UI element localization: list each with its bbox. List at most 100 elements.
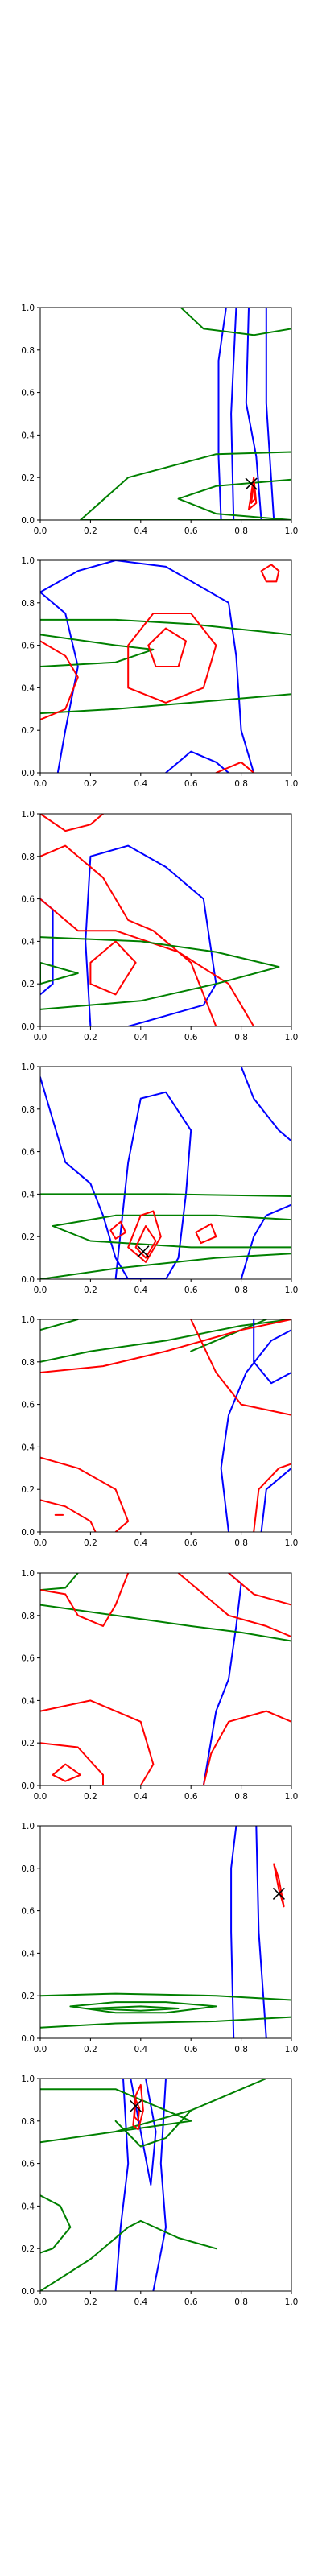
subplot-5: 0.0 0.2 0.4 0.6 0.8 1.0 0.0 0.2 0.4 0.6 0.8 1.0 — [21, 1315, 298, 1548]
blue-contour-line — [255, 1826, 267, 2038]
green-contour-line — [40, 2016, 291, 2029]
red-contour-line — [40, 814, 104, 832]
subplot-2: 0.0 0.2 0.4 0.6 0.8 1.0 0.0 0.2 0.4 0.6 0.8 1.0 — [21, 556, 298, 789]
y-tick-label: 0.8 — [21, 346, 35, 356]
blue-contour-line — [220, 1329, 291, 1532]
green-contour-line — [40, 2088, 192, 2132]
blue-contour-line — [165, 750, 229, 773]
y-tick-label: 0.6 — [21, 1401, 35, 1410]
blue-contour-line — [114, 1091, 192, 1279]
red-contour-line — [127, 613, 217, 704]
y-tick-label: 0.6 — [21, 1654, 35, 1664]
subplot-3: 0.0 0.2 0.4 0.6 0.8 1.0 0.0 0.2 0.4 0.6 0.8 1.0 — [21, 810, 298, 1042]
x-tick-label: 0.2 — [84, 2297, 97, 2307]
x-tick-label: 0.2 — [84, 1286, 97, 1295]
x-tick-label: 0.2 — [84, 526, 97, 536]
x-tick-label: 0.6 — [184, 2045, 198, 2054]
axes-frame — [39, 559, 292, 774]
x-tick-label: 0.0 — [34, 779, 47, 789]
x-tick-label: 0.2 — [84, 1033, 97, 1042]
green-contour-line — [40, 1253, 291, 1279]
red-contour-line — [190, 1319, 291, 1416]
y-tick-label: 0.0 — [21, 1781, 35, 1791]
y-tick-label: 1.0 — [21, 303, 35, 313]
x-tick-label: 0.0 — [34, 1286, 47, 1295]
y-tick-label: 0.8 — [21, 1358, 35, 1368]
contour-lines — [40, 1319, 291, 1532]
x-tick-label: 0.4 — [134, 1033, 147, 1042]
subplot-1: 0.0 0.2 0.4 0.6 0.8 1.0 0.0 0.2 0.4 0.6 0.8 1.0 — [21, 303, 298, 536]
contour-lines — [40, 1573, 291, 1785]
red-contour-line — [177, 1573, 291, 1638]
red-contour-line — [89, 940, 137, 996]
green-contour-line — [40, 618, 291, 636]
x-marker — [272, 1887, 285, 1901]
red-contour-line — [40, 844, 217, 1026]
x-tick-label: 0.4 — [134, 779, 147, 789]
blue-contour-line — [40, 591, 79, 773]
x-tick-label: 0.4 — [134, 2297, 147, 2307]
y-tick-label: 1.0 — [21, 1315, 35, 1325]
x-tick-label: 1.0 — [285, 1033, 299, 1042]
green-contour-line — [40, 1193, 291, 1197]
x-tick-label: 0.6 — [184, 1033, 198, 1042]
x-marker — [245, 477, 258, 490]
x-tick-label: 0.4 — [134, 1538, 147, 1548]
green-contour-line — [40, 1319, 79, 1331]
green-contour-line — [40, 1992, 291, 2001]
y-tick-label: 1.0 — [21, 1569, 35, 1579]
x-tick-label: 0.4 — [134, 526, 147, 536]
y-tick-label: 1.0 — [21, 1822, 35, 1831]
red-contour-line — [40, 1742, 104, 1785]
x-tick-label: 0.0 — [34, 2297, 47, 2307]
x-tick-label: 0.8 — [234, 526, 248, 536]
contour-lines — [40, 2079, 267, 2291]
red-contour-line — [109, 1220, 127, 1240]
x-marker — [137, 1245, 150, 1258]
red-contour-line — [253, 1463, 291, 1532]
y-tick-label: 0.2 — [21, 2244, 35, 2254]
red-contour-line — [195, 1223, 217, 1245]
x-tick-label: 0.6 — [184, 526, 198, 536]
green-contour-line — [69, 2001, 217, 2014]
blue-contour-line — [114, 2079, 130, 2291]
x-tick-label: 0.2 — [84, 779, 97, 789]
x-tick-label: 1.0 — [285, 1792, 299, 1802]
contour-lines — [40, 1067, 291, 1279]
y-tick-label: 1.0 — [21, 2074, 35, 2084]
y-tick-label: 0.2 — [21, 1485, 35, 1495]
x-tick-label: 1.0 — [285, 1538, 299, 1548]
axes-frame — [39, 813, 292, 1027]
y-tick-label: 0.4 — [21, 683, 35, 693]
axes-frame — [39, 1319, 292, 1533]
blue-contour-line — [130, 2079, 157, 2186]
y-tick-label: 1.0 — [21, 810, 35, 819]
y-tick-label: 0.0 — [21, 516, 35, 526]
x-tick-label: 0.4 — [134, 1286, 147, 1295]
red-contour-line — [215, 761, 255, 773]
red-contour-line — [40, 1573, 130, 1627]
red-contour-line — [40, 898, 255, 1026]
red-contour-line — [228, 1573, 291, 1606]
x-tick-label: 1.0 — [285, 2297, 299, 2307]
red-contour-line — [40, 1319, 291, 1373]
green-contour-line — [40, 634, 155, 667]
green-contour-line — [40, 1573, 79, 1591]
x-marker-stroke — [137, 1245, 150, 1258]
contour-lines — [79, 308, 291, 520]
y-tick-label: 0.4 — [21, 1190, 35, 1199]
blue-contour-line — [217, 308, 227, 520]
blue-contour-line — [240, 1067, 291, 1142]
x-marker-stroke — [245, 477, 258, 490]
y-tick-label: 0.4 — [21, 2202, 35, 2211]
blue-contour-line — [85, 844, 217, 1026]
x-tick-label: 0.2 — [84, 1538, 97, 1548]
x-tick-label: 0.8 — [234, 1792, 248, 1802]
x-marker-stroke — [129, 2099, 142, 2112]
x-tick-label: 0.6 — [184, 1538, 198, 1548]
y-tick-label: 1.0 — [21, 1063, 35, 1072]
y-tick-label: 0.2 — [21, 473, 35, 483]
x-tick-label: 0.8 — [234, 2045, 248, 2054]
x-tick-label: 0.8 — [234, 779, 248, 789]
